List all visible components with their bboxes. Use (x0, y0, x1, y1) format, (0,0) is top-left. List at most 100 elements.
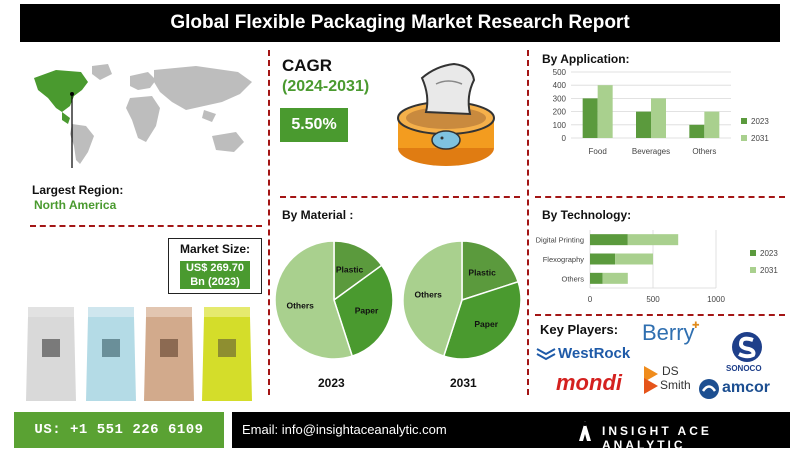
pie-slice-plastic (461, 240, 520, 302)
divider-right-1 (535, 196, 785, 198)
logo-smith-text: Smith (660, 378, 691, 392)
legend-label-2031: 2031 (760, 266, 778, 275)
material-pie-2031: Plastic Paper Others (402, 240, 522, 360)
divider-vertical-left (268, 50, 270, 395)
y-tick-label: 100 (553, 121, 567, 130)
logo-westrock: WestRock (536, 344, 636, 364)
logo-mondi-text: mondi (556, 370, 622, 395)
material-pie-2023: Plastic Paper Others (274, 240, 394, 360)
cagr-title: CAGR (282, 56, 333, 75)
largest-region-label: Largest Region: (32, 183, 124, 197)
y-tick-label: 400 (553, 81, 567, 90)
legend-label-2023: 2023 (760, 249, 778, 258)
key-players-title: Key Players: (540, 322, 619, 337)
legend-label-2031: 2031 (751, 134, 769, 143)
market-size-value: US$ 269.70 Bn (2023) (180, 261, 250, 289)
x-tick-label: Beverages (632, 147, 670, 156)
bar-digital-printing-2031 (627, 234, 679, 246)
pie-slice-others (402, 240, 463, 358)
footer-phone[interactable]: US: +1 551 226 6109 (14, 412, 224, 448)
logo-sonoco: SONOCO (722, 330, 772, 378)
bar-others-2023 (590, 272, 603, 284)
sonoco-mark-icon (732, 332, 762, 362)
market-size-value-line2: Bn (2023) (190, 276, 240, 288)
market-size-card: Market Size: US$ 269.70 Bn (2023) (168, 238, 262, 294)
bar-flexography-2031 (615, 253, 653, 265)
pouch-white (26, 307, 76, 401)
by-application-title: By Application: (542, 52, 630, 66)
divider-vertical-right (527, 50, 529, 395)
berry-plus-icon: ✚ (692, 320, 700, 330)
logo-amcor-text: amcor (722, 379, 771, 396)
pie-label-plastic: Plastic (336, 265, 364, 275)
cagr-period: (2024-2031) (282, 78, 370, 95)
divider-left-1 (30, 225, 262, 227)
pie-label-others: Others (286, 300, 314, 310)
x-tick-label: 0 (588, 295, 593, 304)
report-header: Global Flexible Packaging Market Researc… (20, 4, 780, 42)
bar-beverages-2023 (636, 111, 651, 138)
divider-right-2 (535, 314, 785, 316)
ds-smith-mark-icon (644, 366, 658, 394)
y-tick-label: Others (561, 274, 584, 283)
logo-berry: Berry ✚ (642, 320, 702, 348)
logo-sonoco-text: SONOCO (726, 364, 762, 373)
divider-center (280, 196, 520, 198)
logo-mondi: mondi (548, 370, 632, 398)
legend-swatch-2031 (750, 267, 756, 273)
x-tick-label: Others (692, 147, 716, 156)
logo-ds-text: DS (662, 364, 679, 378)
pie-slice-others (274, 240, 354, 360)
logo-amcor: amcor (698, 378, 778, 402)
pouch-icon (26, 307, 252, 401)
pie-slice-plastic (333, 240, 383, 302)
legend-swatch-2023 (741, 118, 747, 124)
pouch-tan (144, 307, 194, 401)
footer-email[interactable]: Email: info@insightaceanalytic.com (242, 422, 447, 437)
application-bar-chart: 0 100 200 300 400 500 Food Beverages Others 2023 2… (553, 68, 770, 156)
brand-mark-icon (579, 421, 591, 441)
technology-bar-chart: 0 500 1000 Digital Printing Flexography Other… (536, 230, 778, 304)
logo-berry-text: Berry (642, 320, 695, 345)
y-tick-label: 300 (553, 94, 567, 103)
by-material-title: By Material : (282, 208, 354, 222)
logo-ds-smith: DS Smith (640, 362, 700, 400)
bar-food-2023 (582, 98, 598, 138)
pouch-yellow (202, 307, 252, 401)
bar-others-2031 (602, 272, 628, 284)
pie-label-paper: Paper (474, 319, 498, 329)
y-tick-label: 500 (553, 68, 567, 77)
x-tick-label: 500 (646, 295, 660, 304)
pie-label-others: Others (414, 290, 442, 300)
legend-label-2023: 2023 (751, 117, 769, 126)
bar-beverages-2031 (651, 98, 666, 138)
y-tick-label: Flexography (543, 255, 585, 264)
cagr-value: 5.50% (280, 108, 348, 142)
pie-slice-paper (333, 264, 394, 358)
footer-bar: Email: info@insightaceanalytic.com INSIG… (232, 412, 790, 450)
pie-label-plastic: Plastic (468, 267, 496, 277)
legend-swatch-2031 (741, 135, 747, 141)
bar-digital-printing-2023 (590, 234, 628, 246)
westrock-mark-icon (536, 348, 556, 361)
amcor-mark-icon (699, 379, 719, 399)
pouch-blue (86, 307, 136, 401)
food-can-icon (397, 62, 495, 166)
pie-year-2023: 2023 (318, 376, 345, 390)
y-tick-label: 0 (562, 134, 567, 143)
by-technology-title: By Technology: (542, 208, 632, 222)
footer-brand: INSIGHT ACE ANALYTIC (602, 424, 712, 450)
largest-region-value: North America (34, 198, 117, 212)
logo-westrock-text: WestRock (558, 345, 631, 362)
bar-others-2031 (704, 111, 720, 138)
pie-slice-paper (442, 280, 522, 360)
market-size-label: Market Size: (179, 242, 251, 256)
x-tick-label: Food (589, 147, 607, 156)
bar-flexography-2023 (590, 253, 616, 265)
market-size-value-line1: US$ 269.70 (185, 262, 245, 274)
bar-food-2031 (597, 85, 613, 138)
pie-label-paper: Paper (355, 306, 379, 316)
world-map-icon (34, 64, 252, 168)
report-title: Global Flexible Packaging Market Researc… (170, 12, 630, 33)
y-tick-label: Digital Printing (536, 236, 584, 245)
